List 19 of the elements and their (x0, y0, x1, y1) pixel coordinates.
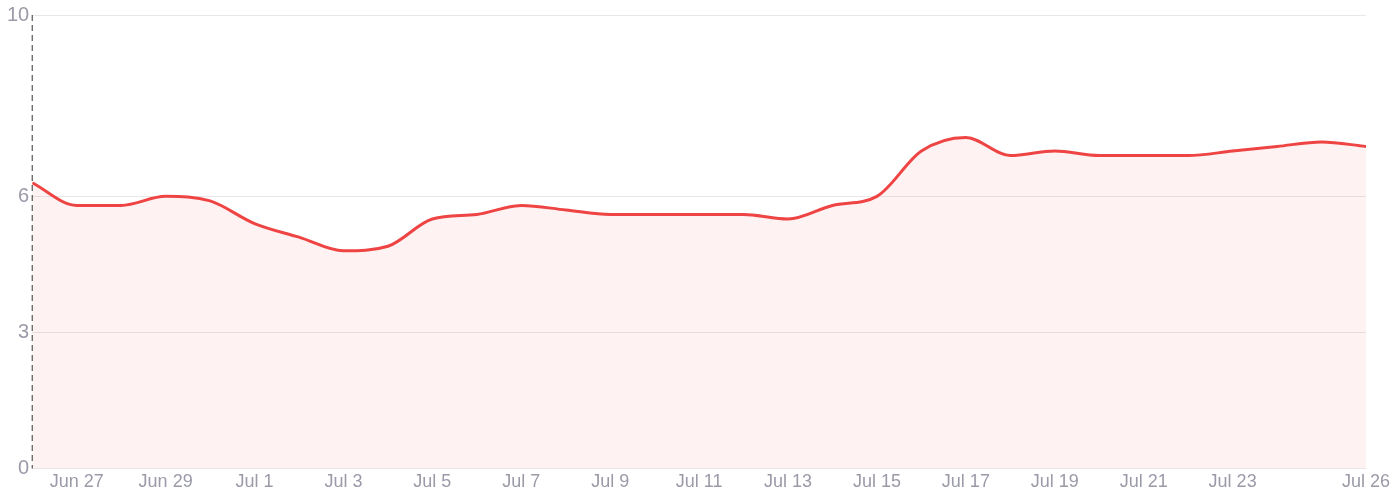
x-tick-label: Jun 27 (49, 471, 104, 492)
x-tick-label: Jul 3 (324, 471, 363, 492)
y-tick-label: 10 (7, 2, 30, 25)
x-tick-label: Jul 23 (1208, 471, 1257, 492)
x-tick-label: Jul 1 (235, 471, 274, 492)
x-tick-label: Jul 21 (1119, 471, 1168, 492)
x-tick-label: Jul 26 (1341, 471, 1391, 492)
x-tick-label: Jul 5 (413, 471, 452, 492)
x-tick-label: Jul 17 (941, 471, 990, 492)
x-tick-label: Jul 15 (852, 471, 901, 492)
x-tick-label: Jul 9 (591, 471, 630, 492)
y-tick-label: 0 (18, 455, 30, 478)
x-tick-label: Jun 29 (138, 471, 193, 492)
y-tick-label: 6 (18, 183, 30, 206)
x-tick-label: Jul 7 (502, 471, 541, 492)
x-tick-label: Jul 13 (764, 471, 813, 492)
x-tick-label: Jul 11 (675, 471, 723, 492)
y-tick-label: 3 (18, 319, 30, 342)
x-tick-label: Jul 19 (1030, 471, 1079, 492)
